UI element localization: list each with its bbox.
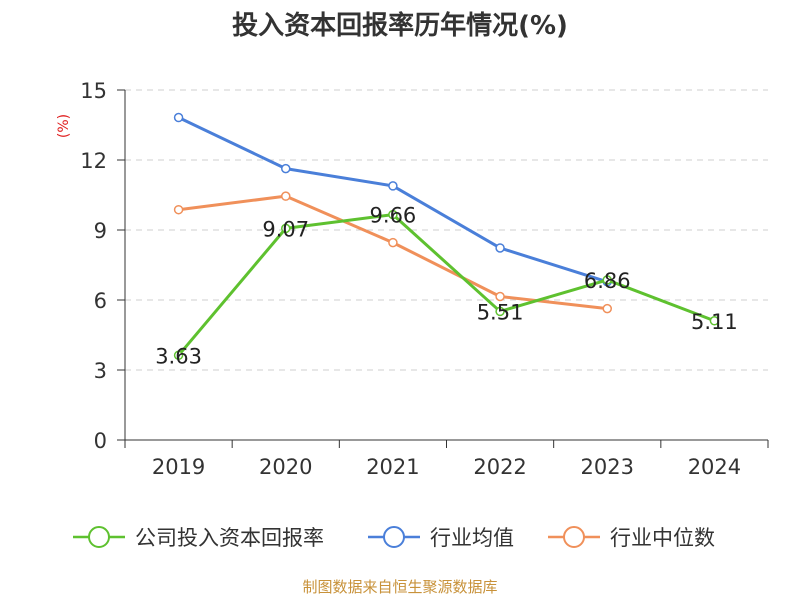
x-tick-label: 2023 — [581, 455, 634, 479]
data-label: 6.86 — [584, 269, 631, 293]
data-point — [281, 191, 291, 201]
legend: 公司投入资本回报率 行业均值 行业中位数 — [73, 526, 715, 550]
data-point — [388, 209, 398, 220]
data-label: 5.51 — [477, 300, 524, 324]
data-point — [388, 237, 398, 248]
legend-item-2: 行业中位数 — [548, 526, 715, 550]
y-tick-label: 6 — [94, 289, 107, 313]
legend-item-0: 公司投入资本回报率 — [73, 526, 324, 550]
data-point — [495, 306, 505, 317]
x-tick-label: 2019 — [152, 455, 205, 479]
data-label: 5.11 — [691, 310, 738, 334]
series-line — [177, 213, 715, 357]
legend-label: 行业均值 — [430, 526, 514, 550]
legend-label: 行业中位数 — [610, 526, 715, 550]
y-tick-label: 12 — [80, 149, 107, 173]
data-label: 9.07 — [262, 217, 309, 241]
x-tick-label: 2024 — [688, 455, 741, 479]
data-point — [495, 291, 505, 302]
axes: 0 3 6 9 12 15 2019 2020 2021 2022 2023 2024 — [80, 79, 769, 479]
legend-marker — [88, 526, 110, 548]
grid — [125, 89, 768, 371]
series-0: 3.63 9.07 9.66 5.51 6.86 5.11 — [155, 204, 738, 369]
legend-marker — [383, 526, 405, 548]
y-axis-label: (%) — [56, 114, 72, 138]
data-point — [173, 112, 184, 123]
series-line — [177, 116, 608, 284]
x-tick-label: 2021 — [366, 455, 419, 479]
data-point — [281, 223, 291, 234]
data-point — [495, 243, 505, 253]
legend-marker — [563, 526, 585, 548]
data-point — [602, 303, 612, 314]
data-point — [602, 275, 612, 285]
chart-title: 投入资本回报率历年情况(%) — [232, 10, 568, 41]
y-tick-label: 15 — [80, 79, 107, 103]
legend-label: 公司投入资本回报率 — [135, 526, 324, 550]
legend-item-1: 行业均值 — [368, 526, 514, 550]
y-tick-label: 3 — [94, 359, 107, 383]
data-point — [281, 163, 291, 174]
series-layer: 3.63 9.07 9.66 5.51 6.86 5.11 — [155, 112, 738, 369]
data-point — [173, 350, 184, 361]
source-note: 制图数据来自恒生聚源数据库 — [302, 578, 497, 596]
x-tick-label: 2022 — [473, 455, 526, 479]
data-label: 9.66 — [370, 204, 417, 228]
series-1 — [173, 112, 612, 287]
data-point — [709, 316, 720, 326]
data-label: 3.63 — [155, 344, 202, 368]
y-tick-label: 0 — [94, 429, 107, 453]
data-point — [388, 181, 398, 191]
y-tick-label: 9 — [94, 219, 107, 243]
data-point — [173, 204, 184, 215]
x-tick-label: 2020 — [259, 455, 312, 479]
